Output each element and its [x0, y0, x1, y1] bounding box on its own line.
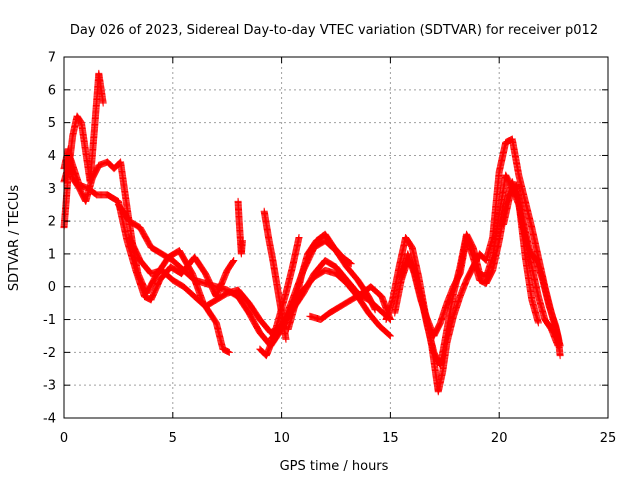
data-point — [386, 332, 394, 340]
y-tick-label: 7 — [48, 51, 56, 66]
data-track — [234, 197, 246, 258]
data-point — [99, 99, 107, 107]
data-point — [371, 305, 379, 313]
data-point — [225, 348, 233, 356]
chart-title: Day 026 of 2023, Sidereal Day-to-day VTE… — [70, 23, 598, 38]
data-track — [284, 230, 355, 333]
x-tick-label: 25 — [600, 431, 617, 446]
x-tick-label: 0 — [60, 431, 68, 446]
y-tick-label: 4 — [48, 149, 56, 164]
data-point — [295, 234, 303, 241]
data-point — [345, 258, 353, 266]
y-tick-label: 2 — [48, 215, 56, 230]
y-tick-label: 5 — [48, 116, 56, 131]
data-point — [556, 342, 564, 350]
data-point — [385, 330, 393, 338]
y-tick-label: 6 — [48, 83, 56, 98]
data-track — [256, 234, 303, 360]
data-track — [500, 181, 564, 350]
y-tick-label: -3 — [43, 379, 56, 394]
data-point — [113, 197, 121, 205]
data-point — [534, 319, 542, 327]
x-axis-label: GPS time / hours — [280, 459, 389, 474]
x-tick-label: 15 — [382, 431, 399, 446]
y-tick-label: 0 — [48, 280, 56, 295]
data-track — [397, 178, 542, 340]
y-tick-label: 3 — [48, 182, 56, 197]
y-axis-label: SDTVAR / TECUs — [7, 185, 22, 292]
data-point — [556, 352, 564, 360]
data-point — [386, 331, 394, 339]
plot-frame — [63, 56, 609, 419]
x-tick-label: 20 — [491, 431, 508, 446]
x-tick-label: 10 — [273, 431, 290, 446]
y-tick-label: -2 — [43, 346, 56, 361]
data-point — [346, 259, 354, 267]
y-tick-label: -4 — [43, 412, 56, 427]
data-point — [371, 306, 379, 314]
data-point — [229, 257, 237, 265]
data-point — [230, 256, 238, 264]
y-tick-label: -1 — [43, 313, 56, 328]
axis-layer: -4 -3 -2 -1 0 1 2 3 4 5 6 7 0 5 10 15 20 25 — [43, 51, 616, 447]
x-tick-label: 5 — [169, 431, 177, 446]
data-point — [282, 335, 290, 343]
data-point — [238, 237, 246, 245]
data-layer — [60, 69, 564, 396]
y-tick-label: 1 — [48, 247, 56, 262]
data-point — [347, 260, 355, 268]
